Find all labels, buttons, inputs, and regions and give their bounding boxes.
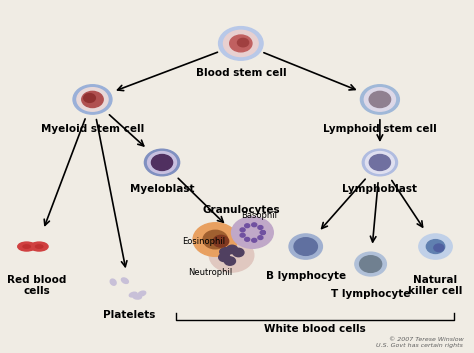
Circle shape [210,239,254,272]
Circle shape [252,238,257,242]
Text: Lymphoblast: Lymphoblast [342,184,418,193]
Text: B lymphocyte: B lymphocyte [265,271,346,281]
Circle shape [258,236,263,239]
Text: Neutrophil: Neutrophil [189,268,233,277]
Ellipse shape [133,295,141,299]
Text: Natural
killer cell: Natural killer cell [408,275,463,296]
Text: Myeloblast: Myeloblast [130,184,194,193]
Ellipse shape [23,245,30,248]
Circle shape [369,91,391,108]
Circle shape [73,85,112,114]
Circle shape [240,228,245,232]
Circle shape [213,235,228,247]
Circle shape [434,244,444,252]
Circle shape [289,234,322,259]
Ellipse shape [121,278,128,283]
Circle shape [230,35,252,52]
Circle shape [145,149,180,176]
Circle shape [360,256,382,273]
Circle shape [294,238,318,255]
Circle shape [147,151,176,173]
Circle shape [355,252,386,276]
Text: Basophil: Basophil [241,210,277,220]
Circle shape [260,231,265,234]
Circle shape [152,155,173,170]
Circle shape [260,231,265,234]
Text: Platelets: Platelets [103,310,156,319]
Circle shape [203,230,228,249]
Ellipse shape [129,292,137,297]
Circle shape [227,245,237,254]
Text: T lymphocyte: T lymphocyte [331,288,410,299]
Circle shape [258,226,263,229]
Text: White blood cells: White blood cells [264,324,366,334]
Circle shape [360,85,400,114]
Circle shape [419,234,452,259]
Circle shape [237,38,248,47]
Circle shape [219,26,263,60]
Text: Myeloid stem cell: Myeloid stem cell [41,124,144,134]
Text: © 2007 Terese Winslow
U.S. Govt has certain rights: © 2007 Terese Winslow U.S. Govt has cert… [376,337,464,348]
Circle shape [220,247,231,256]
Ellipse shape [138,291,146,296]
Circle shape [365,88,395,111]
Ellipse shape [36,245,43,248]
Circle shape [245,238,250,241]
Circle shape [362,149,398,176]
Circle shape [369,155,391,170]
Circle shape [233,248,244,257]
Circle shape [245,224,250,228]
Circle shape [232,217,273,248]
Circle shape [252,223,257,227]
Ellipse shape [110,279,116,285]
Circle shape [365,151,394,173]
Text: Lymphoid stem cell: Lymphoid stem cell [323,124,437,134]
Circle shape [77,88,108,111]
Ellipse shape [30,242,48,251]
Circle shape [193,223,237,256]
Circle shape [426,240,445,253]
Circle shape [82,91,103,108]
Circle shape [240,233,245,237]
Text: Blood stem cell: Blood stem cell [195,68,286,78]
Text: Red blood
cells: Red blood cells [7,275,66,296]
Circle shape [84,94,95,102]
Circle shape [223,30,258,56]
Text: Eosinophil: Eosinophil [182,237,225,246]
Circle shape [224,257,236,265]
Text: Granulocytes: Granulocytes [202,204,280,215]
Ellipse shape [18,242,36,251]
Circle shape [219,253,230,262]
